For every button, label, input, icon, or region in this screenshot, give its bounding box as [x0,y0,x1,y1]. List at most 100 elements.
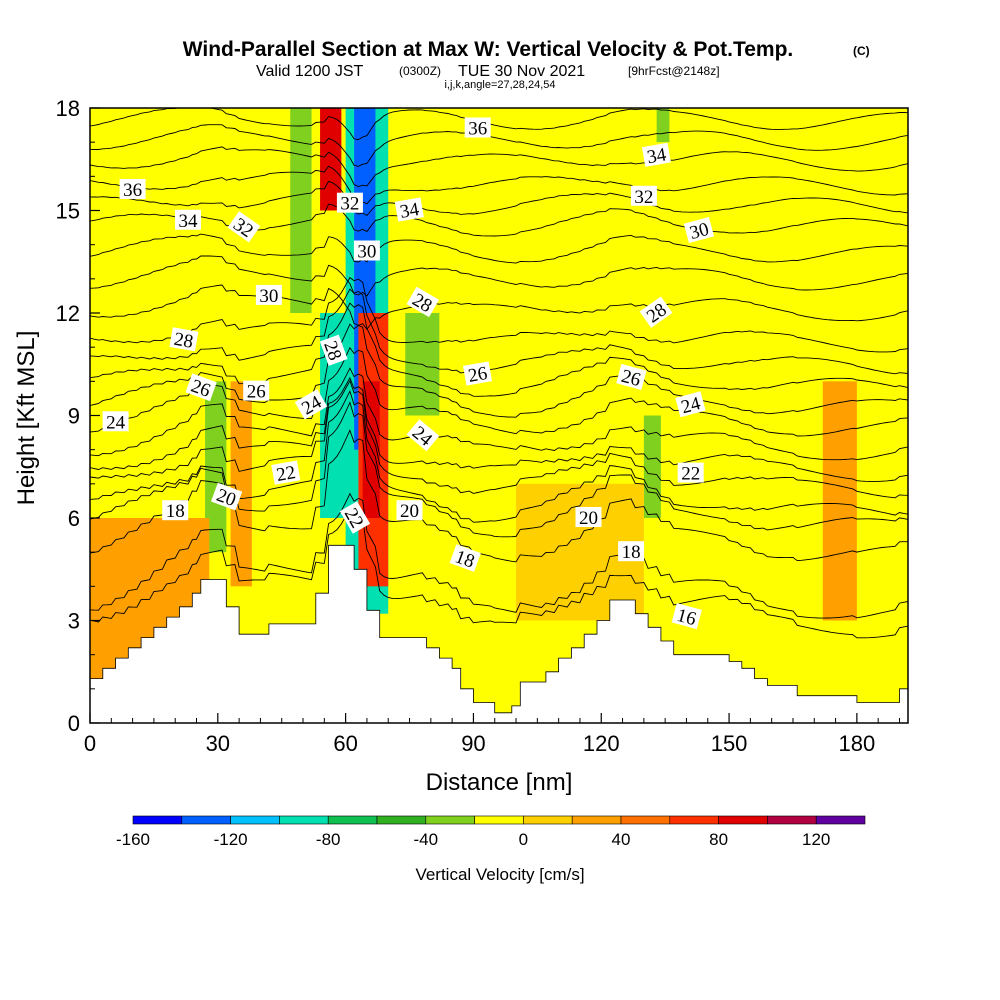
colorbar-tick-label: 40 [612,830,631,849]
colorbar-swatch-0 [132,815,183,825]
y-tick-label: 0 [68,711,80,736]
y-tick-label: 12 [56,301,80,326]
subtitle-date: TUE 30 Nov 2021 [458,63,585,80]
theta-contour-25 [90,323,908,418]
contour-label-text: 18 [166,501,185,522]
w-cell-8 [230,381,252,587]
subtitle: Valid 1200 JST (0300Z) TUE 30 Nov 2021 [… [256,63,720,80]
y-tick-label: 6 [68,506,80,531]
contour-label-0: 36 [119,179,146,201]
contour-label-text: 36 [468,119,487,140]
theta-contour-36 [90,124,908,167]
theta-contour-23 [90,367,908,461]
contour-label-text: 24 [106,412,126,433]
subtitle-params: i,j,k,angle=27,28,24,54 [444,79,555,91]
colorbar-swatch-11 [669,815,719,825]
y-tick-label: 3 [68,609,80,634]
contour-label-text: 22 [275,462,297,486]
w-cell-14 [822,381,857,621]
theta-contour-35 [90,146,908,187]
chart-title: Wind-Parallel Section at Max W: Vertical… [183,38,794,61]
theta-contour-28 [90,276,908,353]
contour-label-13: 30 [353,240,380,263]
theta-contour-17 [90,492,908,619]
colorbar-swatch-1 [181,815,231,825]
contour-label-25: 16 [671,603,702,630]
contour-label-1: 34 [175,209,201,232]
contour-label-6: 26 [243,380,270,403]
x-tick-label: 150 [711,731,748,756]
contour-label-32: 34 [641,142,671,168]
contour-label-18: 28 [406,286,440,318]
subtitle-valid: Valid 1200 JST [256,63,364,80]
contour-label-3: 30 [255,284,282,307]
contour-label-text: 22 [681,464,700,485]
y-axis-label: Height [Kft MSL] [13,331,40,506]
y-tick-label: 9 [68,404,80,429]
contour-label-21: 20 [396,500,423,522]
contour-label-14: 32 [336,192,363,215]
colorbar-swatch-6 [425,815,475,825]
contour-label-15: 34 [394,197,424,223]
contour-label-text: 32 [634,187,653,208]
contour-label-text: 28 [172,329,194,353]
x-tick-label: 180 [839,731,876,756]
colorbar-swatch-12 [718,815,768,825]
contour-label-22: 18 [449,544,481,573]
contour-label-10: 20 [211,482,243,511]
contour-label-31: 32 [630,185,657,208]
y-tick-label: 15 [56,199,80,224]
contour-label-text: 34 [398,199,421,223]
terrain [90,544,908,723]
theta-contour-22 [90,376,908,482]
contour-label-9: 22 [271,460,301,486]
contour-label-19: 26 [462,361,493,387]
contour-label-text: 18 [622,542,641,563]
contour-label-text: 26 [247,382,266,403]
theta-contour-30 [90,255,908,297]
contour-label-30: 30 [683,217,715,244]
contour-label-text: 20 [400,501,419,522]
subtitle-utc: (0300Z) [399,64,441,78]
theta-contour-33 [90,180,908,216]
contour-label-text: 30 [259,286,278,307]
subtitle-fcst: [9hrFcst@2148z] [628,64,720,78]
colorbar-label: Vertical Velocity [cm/s] [415,865,584,884]
x-tick-label: 90 [461,731,485,756]
contour-label-7: 24 [102,411,129,433]
w-cell-9 [205,381,227,553]
theta-contour-31 [90,233,908,264]
w-cell-12 [656,108,670,143]
w-cell-11 [643,415,661,518]
contour-label-16: 36 [464,117,491,140]
contour-label-text: 26 [467,363,489,387]
theta-contour-34 [90,165,908,205]
contour-label-text: 26 [619,366,643,391]
w-cell-4 [362,381,380,518]
contour-label-4: 28 [169,327,199,353]
colorbar-swatch-3 [279,815,329,825]
theta-contour-29 [90,284,908,331]
colorbar-swatch-9 [571,815,622,825]
x-axis-label: Distance [nm] [426,769,573,796]
contour-label-5: 26 [185,373,217,402]
colorbar-swatch-13 [767,815,817,825]
w-cell-6 [290,108,312,313]
theta-contour-21 [90,379,908,499]
contour-label-23: 20 [575,507,602,529]
x-tick-label: 60 [333,731,357,756]
contour-label-2: 32 [227,211,261,243]
contour-label-text: 20 [579,508,598,529]
x-tick-label: 120 [583,731,620,756]
colorbar: -160 -120 -80 -40 0 40 80 120 [116,815,866,849]
colorbar-swatch-7 [474,815,524,825]
theta-contour-26 [90,302,908,397]
contour-label-27: 24 [675,391,706,418]
copyright-mark: (C) [853,44,870,58]
colorbar-tick-label: -40 [414,830,439,849]
colorbar-swatch-10 [620,815,671,825]
contour-label-text: 16 [674,605,698,630]
